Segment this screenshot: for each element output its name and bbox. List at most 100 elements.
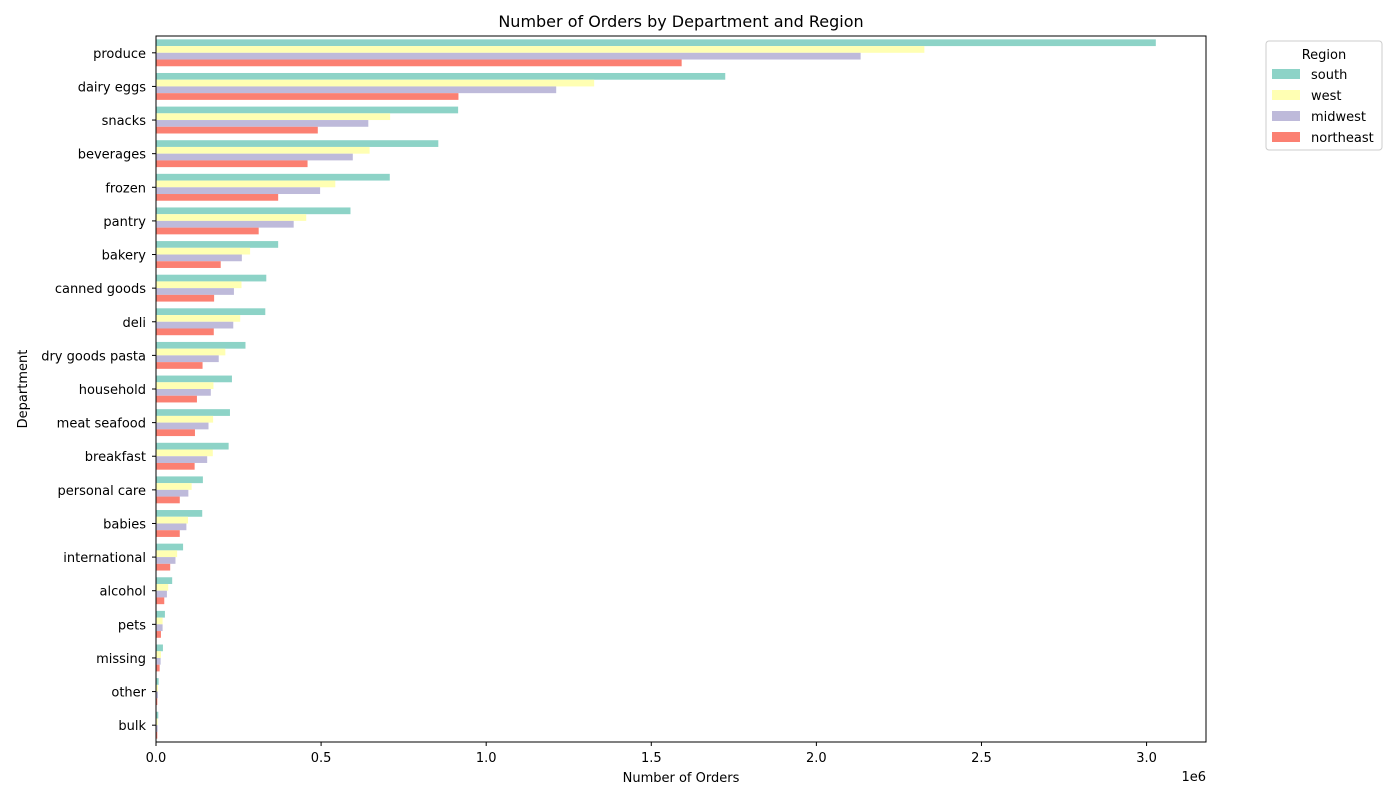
- bar-west: [156, 79, 595, 87]
- bar-midwest: [156, 557, 176, 564]
- bar-northeast: [156, 160, 308, 168]
- bar-south: [156, 173, 390, 181]
- x-tick-label: 1.5: [641, 751, 662, 766]
- y-tick-label: personal care: [58, 484, 146, 499]
- bar-south: [156, 39, 1156, 47]
- bar-west: [156, 516, 189, 524]
- bar-midwest: [156, 153, 353, 161]
- y-axis: produce dairy eggs snacks beverages frozen pa…: [41, 47, 156, 734]
- bar-northeast: [156, 362, 203, 369]
- y-tick-label: canned goods: [55, 282, 146, 297]
- y-tick-label: household: [79, 383, 146, 398]
- bar-south: [156, 610, 165, 618]
- bar-south: [156, 207, 351, 215]
- bar-west: [156, 281, 242, 289]
- chart-title: Number of Orders by Department and Regio…: [498, 12, 863, 31]
- bar-west: [156, 348, 226, 356]
- bar-south: [156, 274, 267, 282]
- bar-midwest: [156, 220, 294, 228]
- legend-swatch-midwest: [1272, 111, 1300, 121]
- bar-northeast: [156, 731, 158, 739]
- bar-midwest: [156, 355, 219, 363]
- bar-south: [156, 510, 203, 517]
- bar-midwest: [156, 187, 321, 195]
- bar-midwest: [156, 624, 163, 632]
- bar-south: [156, 409, 230, 416]
- bar-west: [156, 46, 925, 53]
- x-axis-title: Number of Orders: [623, 771, 740, 786]
- y-tick-label: pets: [118, 618, 146, 633]
- bar-midwest: [156, 422, 209, 430]
- y-tick-label: produce: [93, 47, 146, 62]
- bar-northeast: [156, 59, 682, 67]
- legend: Region south west midwest northeast: [1265, 40, 1383, 151]
- bar-midwest: [156, 288, 234, 295]
- bar-northeast: [156, 563, 171, 571]
- bar-midwest: [156, 657, 161, 665]
- bars-group: [156, 39, 1156, 739]
- y-tick-label: pantry: [103, 215, 146, 230]
- bar-northeast: [156, 462, 195, 470]
- y-tick-label: deli: [123, 316, 146, 331]
- y-tick-label: frozen: [105, 181, 146, 196]
- y-tick-label: international: [63, 551, 146, 566]
- x-tick-label: 0.0: [146, 751, 167, 766]
- bar-northeast: [156, 597, 165, 605]
- y-tick-label: dry goods pasta: [41, 349, 146, 364]
- x-tick-label: 3.0: [1136, 751, 1157, 766]
- bar-northeast: [156, 530, 180, 537]
- bar-west: [156, 651, 161, 658]
- bar-south: [156, 644, 163, 652]
- x-axis: 0.0 0.5 1.0 1.5 2.0 2.5 3.0: [146, 742, 1157, 766]
- bar-west: [156, 483, 192, 490]
- x-axis-scale-label: 1e6: [1181, 770, 1206, 785]
- bar-west: [156, 180, 336, 188]
- bar-northeast: [156, 698, 158, 706]
- bar-south: [156, 308, 266, 316]
- bar-south: [156, 543, 184, 551]
- x-tick-label: 0.5: [311, 751, 332, 766]
- bar-northeast: [156, 496, 180, 504]
- y-tick-label: bakery: [102, 249, 147, 264]
- bar-south: [156, 140, 439, 147]
- bar-south: [156, 375, 232, 383]
- bar-south: [156, 72, 726, 80]
- bar-midwest: [156, 691, 158, 699]
- bar-west: [156, 113, 391, 121]
- bar-midwest: [156, 120, 369, 127]
- y-tick-label: beverages: [78, 148, 147, 163]
- bar-west: [156, 382, 214, 389]
- bar-northeast: [156, 194, 279, 201]
- bar-south: [156, 106, 459, 114]
- bar-south: [156, 476, 203, 484]
- legend-frame: [1265, 40, 1383, 151]
- bar-midwest: [156, 456, 208, 463]
- bar-south: [156, 442, 229, 450]
- bar-west: [156, 146, 370, 154]
- bar-south: [156, 678, 159, 685]
- x-tick-label: 1.0: [476, 751, 497, 766]
- bar-south: [156, 577, 173, 584]
- bar-west: [156, 617, 163, 625]
- bar-northeast: [156, 261, 221, 268]
- bar-west: [156, 718, 158, 726]
- bar-northeast: [156, 429, 195, 437]
- bar-west: [156, 415, 214, 423]
- legend-label-west: west: [1311, 89, 1342, 104]
- y-axis-title: Department: [16, 350, 31, 429]
- legend-swatch-south: [1272, 69, 1300, 79]
- y-tick-label: other: [111, 686, 146, 701]
- bar-midwest: [156, 52, 861, 60]
- bar-northeast: [156, 126, 318, 134]
- bar-midwest: [156, 86, 557, 94]
- bar-midwest: [156, 523, 187, 531]
- bar-west: [156, 449, 213, 457]
- bar-midwest: [156, 254, 242, 262]
- bar-northeast: [156, 631, 161, 638]
- bar-northeast: [156, 93, 459, 100]
- y-tick-label: snacks: [102, 114, 147, 129]
- bar-northeast: [156, 227, 259, 235]
- legend-label-northeast: northeast: [1311, 131, 1374, 146]
- legend-swatch-northeast: [1272, 132, 1300, 142]
- bar-midwest: [156, 321, 234, 329]
